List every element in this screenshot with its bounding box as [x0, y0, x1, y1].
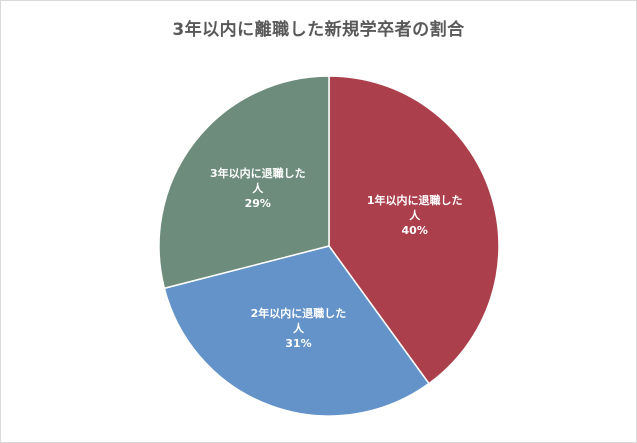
- chart-title: 3年以内に離職した新規学卒者の割合: [172, 20, 465, 40]
- pie-percent-1: 40%: [402, 224, 428, 237]
- pie-slice-1: [328, 75, 500, 385]
- pie-label-cont-1: 人: [409, 208, 421, 222]
- pie-percent-2: 31%: [285, 337, 311, 350]
- pie-label-cont-3: 人: [252, 181, 264, 195]
- pie-label-2: 2年以内に退職した: [251, 306, 347, 320]
- pie-label-3: 3年以内に退職した: [210, 166, 306, 180]
- pie-slice-2: [163, 245, 430, 417]
- pie-label-cont-2: 人: [293, 321, 305, 335]
- pie-slice-3: [158, 75, 330, 290]
- pie-percent-3: 29%: [245, 197, 271, 210]
- pie-label-1: 1年以内に退職した: [367, 193, 463, 207]
